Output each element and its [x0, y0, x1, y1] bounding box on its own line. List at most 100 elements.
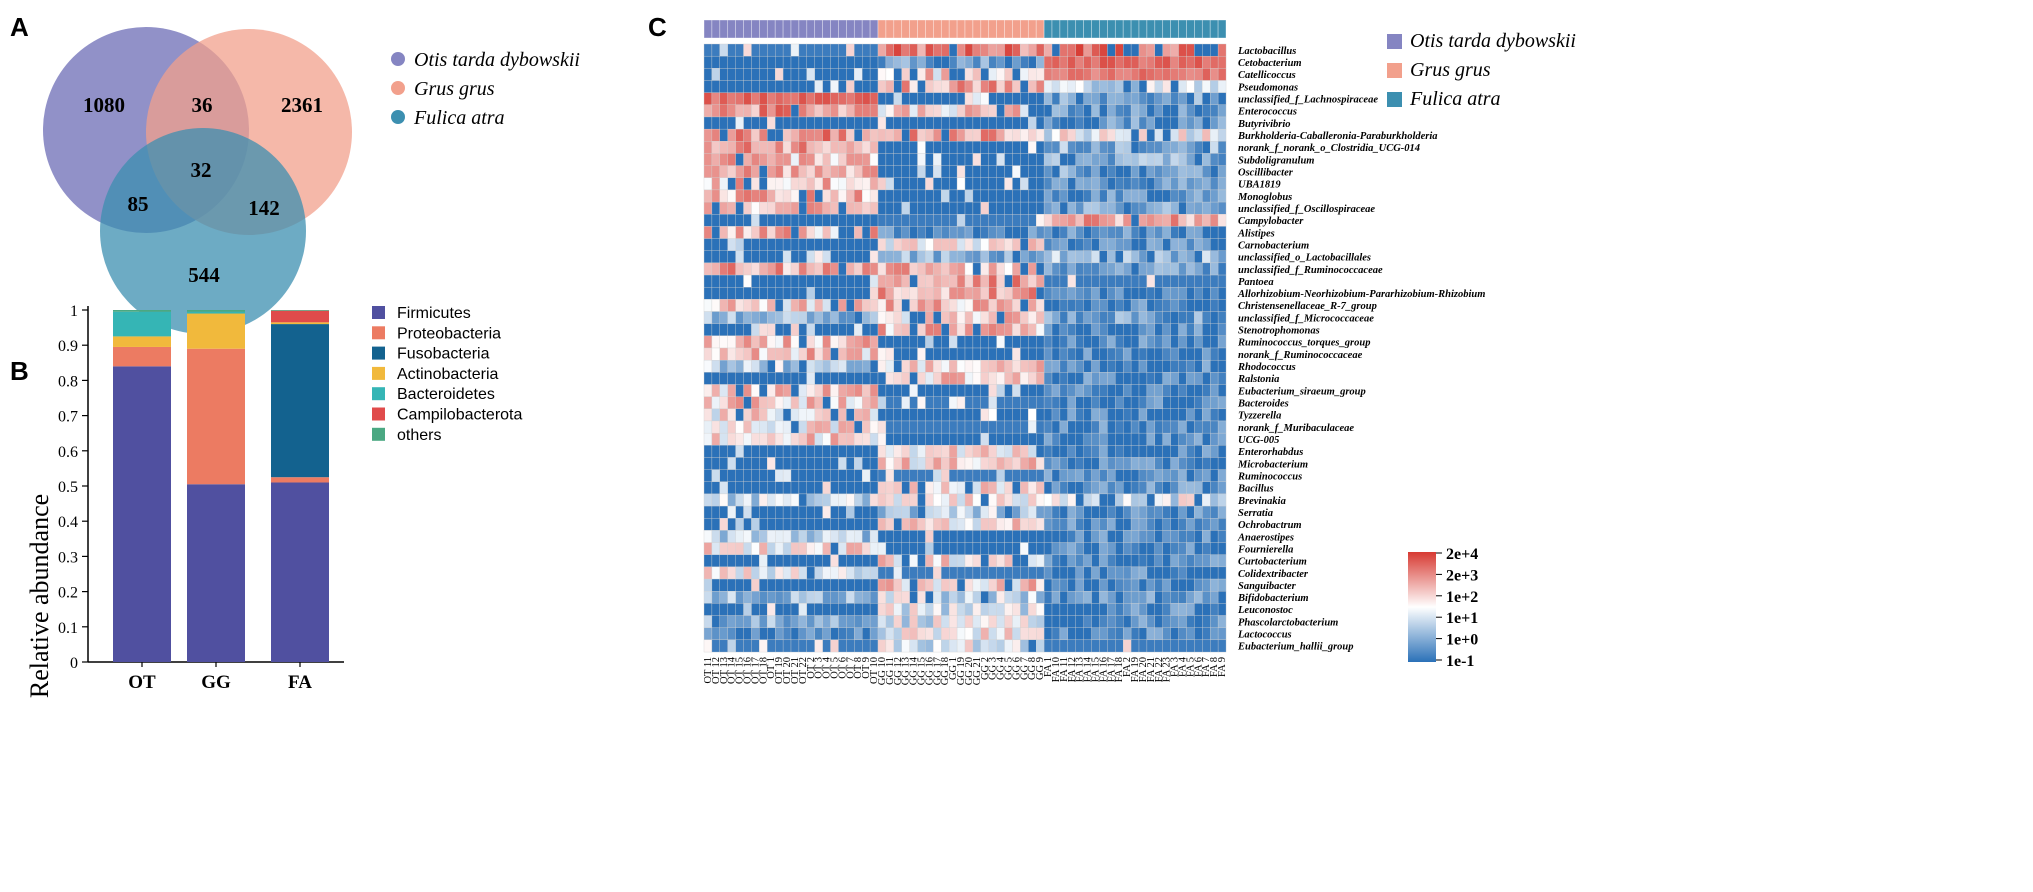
heatmap-cell [980, 627, 989, 641]
heatmap-cell [1012, 372, 1021, 385]
heatmap-cell [1186, 420, 1195, 434]
heatmap-cell [1170, 201, 1179, 215]
heatmap-cell [933, 542, 942, 555]
heatmap-cell [1115, 238, 1124, 251]
heatmap-cell [703, 554, 713, 568]
heatmap-cell [1020, 141, 1029, 154]
heatmap-cell [862, 372, 871, 385]
heatmap-cell [1130, 165, 1140, 178]
heatmap-cell [806, 262, 815, 276]
heatmap-cell [1028, 639, 1037, 653]
heatmap-cell [893, 554, 902, 568]
heatmap-cell [956, 408, 966, 422]
row-label-ochrobactrum: Ochrobactrum [1238, 520, 1302, 531]
heatmap-cell [1012, 238, 1021, 251]
heatmap-cell [941, 311, 950, 324]
heatmap-cell [1028, 311, 1037, 324]
heatmap-cell [806, 578, 815, 592]
heatmap-cell [925, 226, 934, 239]
heatmap-cell [790, 153, 800, 166]
heatmap-cell [1154, 469, 1163, 482]
heatmap-cell [719, 116, 728, 130]
heatmap-cell [1194, 530, 1203, 543]
heatmap-cell [956, 128, 966, 142]
heatmap-cell [727, 238, 736, 251]
heatmap-cell [1004, 639, 1013, 653]
heatmap-cell [1138, 347, 1148, 361]
heatmap-cell [790, 104, 800, 118]
heatmap-cell [806, 55, 815, 69]
heatmap-cell [727, 372, 736, 385]
heatmap-cell [909, 469, 918, 482]
col-label-fa-6: FA 6 [1193, 657, 1204, 677]
heatmap-cell [1178, 335, 1187, 349]
heatmap-cell [743, 530, 752, 543]
heatmap-cell [1217, 68, 1227, 81]
heatmap-cell [893, 177, 902, 191]
heatmap-cell [838, 262, 847, 276]
heatmap-cell [1083, 116, 1092, 130]
heatmap-cell [1004, 226, 1013, 239]
heatmap-cell [964, 615, 974, 628]
heatmap-cell [775, 347, 784, 361]
heatmap-cell [1012, 177, 1021, 191]
heatmap: LactobacillusCetobacteriumCatellicoccusP… [703, 19, 1576, 685]
heatmap-cell [1194, 274, 1203, 288]
heatmap-cell [790, 141, 800, 154]
heatmap-cell [703, 396, 713, 410]
heatmap-cell [949, 627, 958, 641]
heatmap-cell [1020, 80, 1029, 93]
heatmap-cell [1043, 299, 1053, 312]
heatmap-cell [1051, 104, 1061, 118]
heatmap-cell [854, 214, 863, 227]
heatmap-cell [846, 80, 855, 93]
heatmap-cell [909, 566, 918, 580]
heatmap-cell [719, 55, 728, 69]
heatmap-cell [885, 408, 895, 422]
heatmap-cell [1123, 238, 1132, 251]
heatmap-cell [759, 396, 768, 410]
heatmap-cell [1162, 408, 1171, 422]
heatmap-cell [1162, 68, 1171, 81]
heatmap-cell [751, 80, 760, 93]
heatmap-cell [735, 55, 744, 69]
heatmap-cell [901, 287, 910, 300]
heatmap-cell [1043, 104, 1053, 118]
col-label-fa-4: FA 4 [1178, 656, 1189, 677]
heatmap-cell [1107, 408, 1116, 422]
heatmap-cell [1146, 432, 1156, 446]
heatmap-cell [1059, 189, 1069, 203]
heatmap-cell [885, 262, 895, 276]
heatmap-cell [956, 627, 966, 641]
row-label-eubacterium-hallii-group: Eubacterium_hallii_group [1237, 642, 1354, 653]
heatmap-cell [956, 432, 966, 446]
heatmap-cell [798, 153, 808, 166]
heatmap-cell [806, 323, 815, 337]
heatmap-cell [1210, 104, 1219, 118]
group-annotation-cell-gg [1020, 19, 1029, 39]
heatmap-cell [767, 566, 776, 580]
heatmap-cell [1051, 153, 1061, 166]
heatmap-cell [917, 481, 926, 495]
heatmap-cell [711, 408, 721, 422]
heatmap-cell [885, 445, 895, 458]
heatmap-cell [941, 189, 950, 203]
heatmap-cell [1067, 165, 1076, 178]
heatmap-cell [956, 43, 966, 57]
heatmap-cell [806, 92, 815, 106]
heatmap-cell [980, 80, 989, 93]
heatmap-cell [1004, 603, 1013, 616]
heatmap-cell [1186, 311, 1195, 324]
heatmap-cell [1178, 153, 1187, 166]
heatmap-cell [854, 68, 863, 81]
heatmap-cell [854, 578, 863, 592]
heatmap-cell [838, 68, 847, 81]
heatmap-cell [767, 408, 776, 422]
group-annotation-cell-fa [1186, 19, 1195, 39]
heatmap-cell [964, 287, 974, 300]
heatmap-cell [1202, 481, 1211, 495]
heatmap-cell [1210, 432, 1219, 446]
heatmap-cell [1210, 116, 1219, 130]
heatmap-cell [1020, 201, 1029, 215]
heatmap-cell [869, 542, 879, 555]
